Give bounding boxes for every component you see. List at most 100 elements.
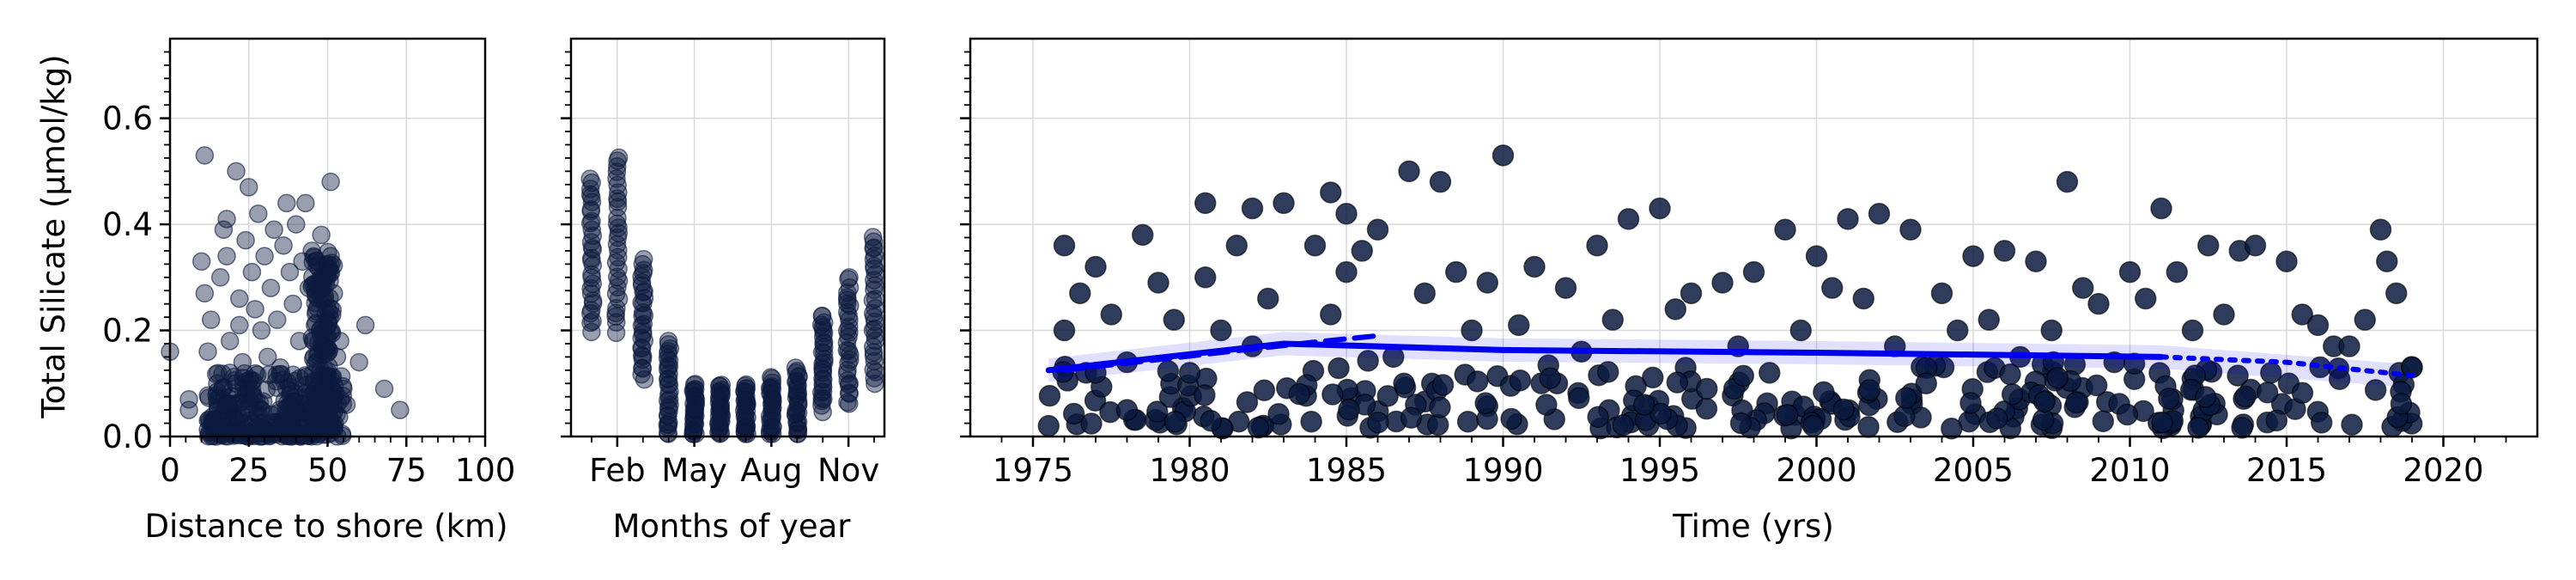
data-point: [1445, 260, 1467, 284]
data-point: [1351, 240, 1373, 262]
data-point: [786, 358, 805, 377]
data-point: [1456, 410, 1479, 433]
data-point: [659, 342, 677, 361]
y-tick-label: 0.4: [102, 206, 153, 243]
data-point: [1893, 405, 1916, 427]
data-point: [327, 347, 347, 367]
data-point: [2187, 417, 2209, 439]
data-point: [686, 375, 705, 394]
data-point: [242, 379, 262, 399]
data-point: [814, 344, 834, 363]
data-point: [2275, 250, 2298, 273]
data-point: [325, 414, 344, 433]
data-point: [2369, 218, 2392, 241]
x-tick-label: 75: [386, 452, 427, 489]
data-point: [580, 169, 599, 188]
data-layer: [161, 146, 410, 446]
data-point: [1597, 361, 1619, 383]
data-point: [1895, 387, 1917, 409]
data-point: [302, 241, 321, 260]
data-point: [1899, 218, 1922, 241]
data-point: [1474, 392, 1497, 414]
data-point: [1801, 414, 1825, 437]
data-point: [580, 180, 600, 198]
data-point: [2306, 314, 2330, 337]
x-tick-label: 1995: [1619, 452, 1700, 489]
data-point: [1393, 372, 1415, 395]
data-point: [258, 347, 277, 367]
data-point: [1941, 417, 1963, 440]
data-point: [1509, 369, 1532, 392]
data-point: [1586, 235, 1608, 257]
data-point: [198, 342, 217, 361]
data-point: [2118, 260, 2142, 284]
data-point: [270, 357, 290, 377]
x-tick-label: 2000: [1776, 452, 1856, 489]
data-point: [762, 368, 781, 387]
data-point: [581, 284, 601, 303]
data-point: [1978, 308, 2000, 331]
data-point: [233, 352, 252, 372]
data-point: [253, 392, 273, 411]
data-point: [229, 289, 249, 308]
data-point: [1335, 202, 1358, 225]
x-tick-label: 1990: [1462, 452, 1543, 489]
data-point: [240, 178, 258, 197]
data-point: [268, 310, 287, 329]
data-point: [1930, 282, 1953, 305]
data-point: [220, 332, 240, 351]
data-point: [1633, 394, 1656, 416]
x-tick-label: 1985: [1306, 452, 1387, 489]
data-point: [606, 313, 626, 332]
data-point: [195, 284, 215, 303]
trend-line-dashed: [1061, 333, 1381, 373]
data-point: [1267, 403, 1290, 425]
data-point: [1852, 287, 1874, 310]
data-point: [1037, 414, 1060, 437]
data-point: [762, 369, 781, 388]
data-point: [606, 303, 625, 323]
data-point: [1115, 399, 1139, 421]
data-point: [374, 379, 394, 399]
data-point: [2033, 390, 2056, 413]
data-point: [195, 146, 215, 165]
y-tick-label: 0.2: [102, 313, 153, 350]
data-point: [313, 365, 331, 384]
data-point: [1273, 192, 1295, 215]
data-point: [1366, 218, 1389, 241]
x-tick-label: 25: [228, 452, 269, 489]
data-point: [2056, 170, 2079, 193]
data-point: [1993, 240, 2016, 262]
data-point: [2364, 379, 2387, 401]
data-point: [684, 375, 704, 394]
data-point: [2341, 413, 2363, 436]
data-point: [837, 340, 857, 360]
data-layer: [580, 148, 885, 443]
data-point: [2046, 366, 2069, 389]
data-point: [582, 265, 601, 284]
data-point: [737, 375, 756, 394]
data-point: [355, 315, 375, 335]
data-point: [2197, 235, 2220, 257]
data-point: [334, 379, 353, 399]
x-tick-label: 0: [160, 452, 180, 489]
x-tick-label: 2005: [1933, 452, 2014, 489]
data-point: [1868, 202, 1891, 225]
data-point: [1492, 144, 1515, 167]
data-point: [1774, 218, 1796, 241]
data-point: [2354, 308, 2376, 331]
data-point: [337, 395, 356, 414]
data-point: [659, 332, 678, 351]
data-point: [312, 326, 331, 345]
data-point: [1163, 308, 1185, 331]
data-point: [1461, 319, 1483, 342]
data-point: [274, 236, 293, 255]
data-point: [1178, 362, 1201, 384]
data-point: [1084, 255, 1107, 278]
data-point: [1147, 272, 1170, 294]
x-tick-label: 2020: [2403, 452, 2483, 489]
panel-months: Feb May Aug Nov: [561, 37, 886, 489]
data-point: [1247, 416, 1270, 439]
data-point: [2135, 287, 2157, 310]
